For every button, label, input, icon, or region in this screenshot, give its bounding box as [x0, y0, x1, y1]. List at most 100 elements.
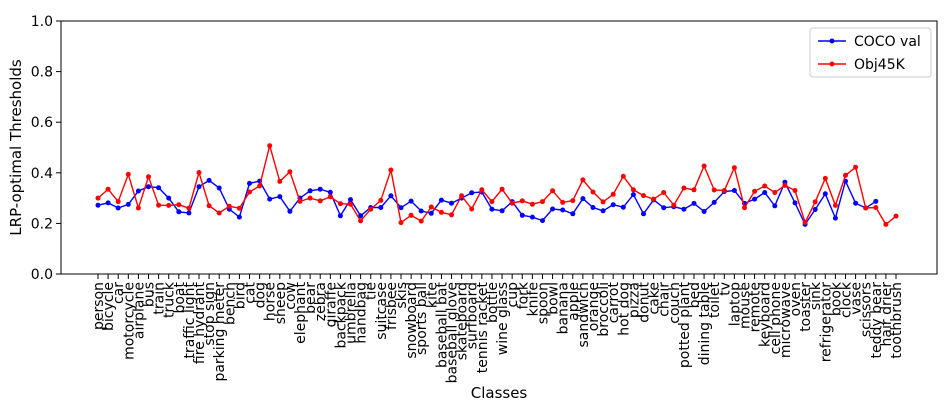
x-tick-label: baseball glove	[445, 282, 461, 383]
data-point	[378, 205, 384, 210]
data-point	[327, 194, 333, 200]
data-point	[489, 206, 495, 212]
data-point	[529, 201, 535, 207]
x-tick-label: surfboard	[465, 282, 481, 349]
data-point	[671, 202, 677, 208]
data-point	[641, 211, 646, 217]
x-tick-label: apple	[566, 282, 582, 321]
data-point	[95, 195, 101, 201]
data-point	[176, 209, 182, 215]
x-tick-label: hot dog	[616, 282, 632, 336]
data-point	[388, 167, 394, 173]
data-point	[146, 184, 151, 190]
data-point	[519, 198, 525, 204]
data-point	[257, 183, 263, 189]
y-tick-label: 0.2	[31, 216, 53, 232]
data-point	[822, 175, 828, 181]
x-tick-label: potted plant	[677, 282, 693, 369]
data-point	[267, 143, 273, 149]
x-tick-label: snowboard	[404, 282, 420, 359]
x-tick-label: train	[152, 282, 168, 315]
data-point	[620, 173, 626, 179]
x-tick-label: airplane	[131, 282, 147, 339]
y-tick-label: 0.8	[31, 65, 53, 81]
x-tick-label: keyboard	[758, 282, 774, 347]
x-tick-label: refrigerator	[818, 282, 834, 363]
data-point	[721, 188, 727, 193]
data-point	[742, 205, 747, 211]
data-point	[772, 203, 778, 209]
data-point	[641, 193, 646, 199]
x-tick-label: giraffe	[323, 282, 339, 327]
data-point	[600, 208, 606, 214]
data-point	[802, 219, 808, 225]
data-point	[883, 221, 889, 227]
legend-marker	[829, 38, 835, 44]
data-point	[388, 193, 394, 199]
data-point	[731, 165, 737, 171]
x-tick-label: couch	[667, 282, 683, 324]
data-point	[247, 189, 252, 195]
data-point	[267, 196, 273, 202]
data-point	[570, 211, 576, 217]
x-tick-label: chair	[657, 282, 673, 317]
x-tick-label: fire hydrant	[192, 281, 208, 364]
series-layer	[95, 142, 899, 227]
x-tick-label: hair drier	[879, 282, 895, 347]
x-tick-label: mouse	[737, 282, 753, 329]
x-tick-label: knife	[525, 282, 541, 316]
data-point	[630, 192, 636, 198]
y-tick-label: 0.4	[31, 166, 53, 182]
data-point	[186, 205, 192, 211]
x-tick-label: bird	[232, 282, 248, 309]
data-point	[277, 194, 283, 200]
x-tick-label: parking meter	[212, 282, 228, 382]
data-point	[550, 206, 556, 212]
data-point	[277, 178, 283, 184]
data-point	[176, 202, 182, 208]
data-point	[156, 185, 162, 191]
legend-label: COCO val	[854, 34, 921, 50]
data-point	[590, 205, 596, 210]
data-point	[186, 210, 192, 216]
data-point	[630, 187, 636, 193]
data-point	[711, 187, 717, 193]
data-point	[206, 203, 212, 209]
data-point	[560, 199, 566, 205]
data-point	[752, 188, 758, 194]
data-point	[449, 200, 454, 206]
x-tick-label: bus	[142, 282, 158, 307]
x-tick-label: truck	[162, 281, 178, 318]
x-tick-label: toaster	[798, 282, 814, 332]
data-point	[792, 188, 798, 193]
data-point	[135, 205, 141, 211]
x-tick-label: tie	[364, 282, 380, 300]
x-tick-label: elephant	[293, 282, 309, 344]
data-point	[782, 182, 788, 188]
data-point	[236, 205, 242, 211]
legend-box	[809, 27, 932, 78]
x-tick-label: broccoli	[596, 282, 612, 337]
data-point	[752, 196, 758, 202]
x-tick-label: orange	[586, 282, 602, 331]
x-tick-label: teddy bear	[869, 282, 885, 359]
data-point	[459, 193, 465, 199]
data-point	[287, 169, 293, 175]
data-point	[105, 186, 111, 192]
data-point	[499, 208, 505, 214]
x-tick-label: backpack	[333, 281, 349, 348]
data-point	[519, 212, 525, 218]
x-tick-label: sheep	[273, 282, 289, 324]
data-point	[560, 207, 566, 213]
x-tick-label: dog	[253, 282, 269, 308]
data-point	[206, 177, 212, 183]
data-point	[822, 191, 828, 197]
x-tick-label: banana	[556, 282, 572, 334]
x-tick-label: fork	[515, 281, 531, 309]
data-point	[540, 199, 545, 205]
data-point	[115, 205, 121, 211]
series-line	[97, 179, 877, 226]
y-axis-label: LRP-optimal Thresholds	[7, 59, 25, 236]
data-point	[146, 174, 151, 180]
